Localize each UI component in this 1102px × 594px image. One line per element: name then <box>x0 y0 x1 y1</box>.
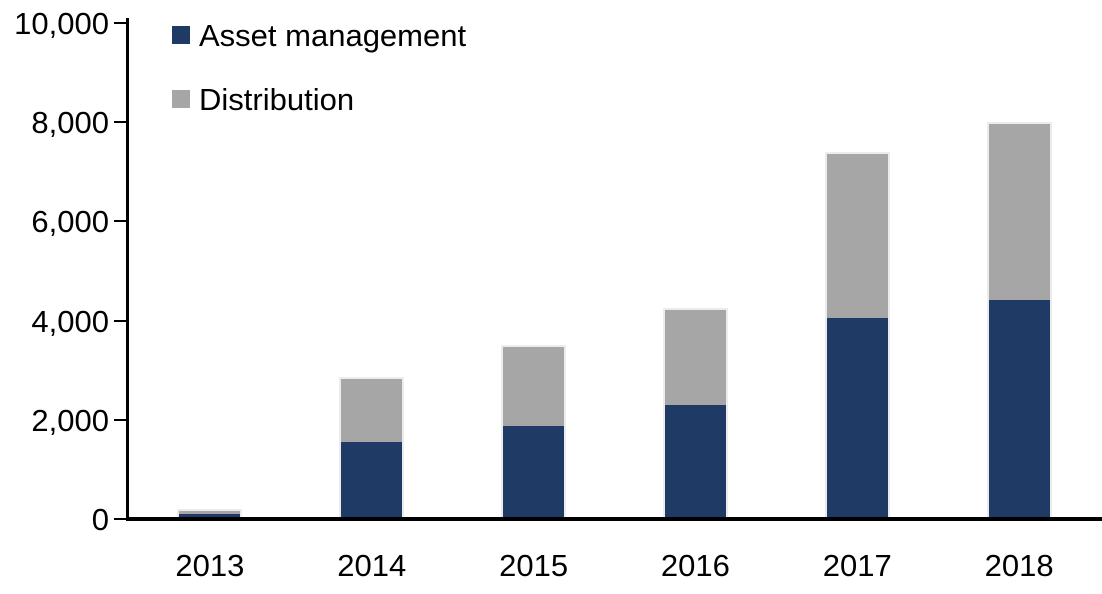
bar-2016 <box>662 308 728 519</box>
x-axis-label-2014: 2014 <box>337 548 407 583</box>
y-axis-line <box>126 18 129 521</box>
bar-2014 <box>339 377 405 519</box>
y-axis-tick-label: 2,000 <box>31 402 109 438</box>
legend-label: Distribution <box>199 81 355 117</box>
y-axis-tick-label: 0 <box>91 502 109 537</box>
bar-segment-distribution <box>986 122 1052 300</box>
bar-segment-asset-management <box>339 442 405 519</box>
y-axis-tick-label: 10,000 <box>14 6 109 41</box>
y-axis-tick-label: 6,000 <box>31 204 109 240</box>
y-axis-tick <box>114 121 126 124</box>
bar-2018 <box>986 122 1052 519</box>
bar-segment-asset-management <box>501 425 567 519</box>
y-axis-tick-label: 8,000 <box>31 105 109 141</box>
y-axis-tick <box>114 518 126 520</box>
y-axis-tick <box>114 220 126 223</box>
bar-segment-distribution <box>662 308 728 405</box>
x-axis-label-2016: 2016 <box>660 548 730 583</box>
bar-2013 <box>177 509 243 519</box>
legend-swatch-icon <box>172 90 190 108</box>
legend-item-distribution: Distribution <box>172 84 466 115</box>
y-axis-tick <box>114 319 126 322</box>
x-axis-label-2018: 2018 <box>984 548 1054 583</box>
bar-2015 <box>501 345 567 519</box>
bar-2017 <box>824 151 890 519</box>
y-axis-tick <box>114 22 126 24</box>
legend-swatch-icon <box>172 26 190 44</box>
bar-segment-distribution <box>501 345 567 426</box>
x-axis-label-2013: 2013 <box>175 548 245 583</box>
y-axis-tick-label: 4,000 <box>31 303 109 339</box>
bar-segment-distribution <box>177 509 243 515</box>
bar-segment-asset-management <box>824 318 890 519</box>
legend-label: Asset management <box>199 17 467 53</box>
x-axis-label-2017: 2017 <box>822 548 892 583</box>
bar-segment-distribution <box>339 377 405 443</box>
legend-item-asset-management: Asset management <box>172 20 466 51</box>
y-axis-tick <box>114 418 126 421</box>
bar-segment-distribution <box>824 151 890 319</box>
legend: Asset management Distribution <box>172 20 466 154</box>
bar-segment-asset-management <box>662 404 728 519</box>
x-axis-line <box>126 517 1102 521</box>
bar-segment-asset-management <box>986 299 1052 519</box>
bar-segment-asset-management <box>177 514 243 519</box>
x-axis-label-2015: 2015 <box>499 548 569 583</box>
